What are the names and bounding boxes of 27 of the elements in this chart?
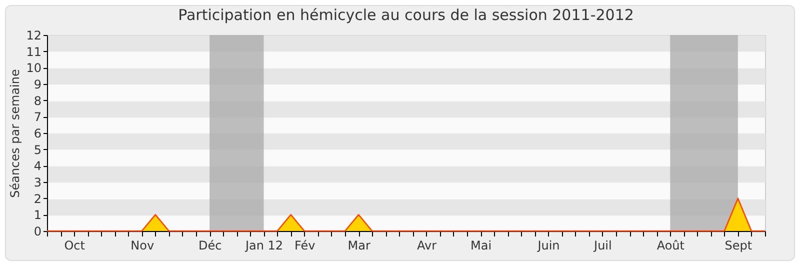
x-tick-label: Jan 12: [244, 238, 284, 252]
y-tick-label: 1: [34, 208, 42, 222]
y-tick-label: 5: [34, 142, 42, 157]
y-tick-label: 9: [34, 78, 42, 92]
y-tick-label: 2: [34, 192, 42, 206]
y-tick-label: 11: [26, 44, 42, 59]
x-tick-label: Mai: [470, 238, 492, 252]
x-tick-label: Juin: [536, 238, 560, 252]
x-tick-label: Sept: [724, 238, 752, 252]
y-tick-label: 4: [34, 159, 42, 174]
y-tick-label: 7: [34, 110, 42, 124]
x-tick-label: Déc: [198, 238, 222, 252]
y-tick-label: 8: [34, 94, 42, 108]
x-tick-label: Oct: [64, 238, 86, 252]
x-tick-label: Avr: [417, 238, 437, 252]
y-tick-label: 6: [34, 126, 42, 140]
y-tick-label: 12: [26, 28, 42, 42]
y-axis-title: Séances par semaine: [8, 69, 22, 198]
y-tick-label: 3: [34, 176, 42, 190]
y-tick-label: 10: [26, 61, 42, 76]
x-tick-label: Nov: [130, 238, 154, 252]
chart-title: Participation en hémicycle au cours de la session 2011-2012: [178, 6, 634, 24]
x-tick-label: Mar: [348, 238, 370, 252]
x-tick-label: Juil: [593, 238, 612, 252]
y-tick-label: 0: [34, 224, 42, 238]
x-tick-label: Août: [656, 238, 685, 252]
x-tick-label: Fév: [294, 238, 316, 252]
